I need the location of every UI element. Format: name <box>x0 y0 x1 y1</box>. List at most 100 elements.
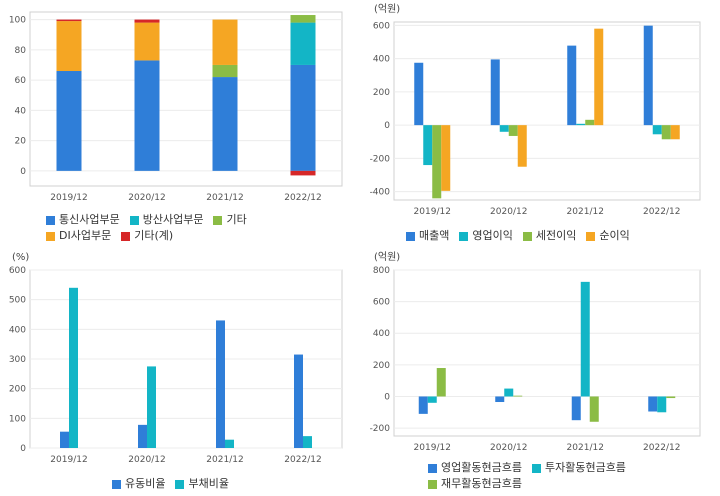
legend-label: 통신사업부문 <box>59 213 120 226</box>
bar <box>56 71 82 171</box>
legend-swatch <box>459 231 469 241</box>
legend-row: 유동비율 부채비율 <box>112 476 239 492</box>
x-tick-label: 2020/12 <box>128 455 165 465</box>
legend-swatch <box>428 479 437 489</box>
unit-label: (%) <box>12 252 29 263</box>
legend-swatch <box>121 231 131 241</box>
legend-label: 영업활동현금흐름 <box>441 461 522 474</box>
y-tick-label: 0 <box>384 392 390 402</box>
bar <box>290 64 316 171</box>
y-tick-label: 200 <box>373 88 390 98</box>
legend-item: 순이익 <box>586 228 630 244</box>
legend-item: 부채비율 <box>175 476 229 492</box>
bar <box>69 287 78 448</box>
y-tick-label: 800 <box>373 266 390 276</box>
plot-area <box>29 11 343 187</box>
bar <box>589 396 599 422</box>
bar <box>303 436 312 448</box>
bar <box>643 25 653 126</box>
x-tick-label: 2020/12 <box>128 193 165 203</box>
x-tick-label: 2021/12 <box>206 193 243 203</box>
legend-item: 방산사업부문 <box>129 212 204 228</box>
chart-revenue-composition: 0 20 40 60 80 100 2019/12 2020/12 2021/12 2022/12 <box>9 11 343 203</box>
bar <box>414 62 424 126</box>
bar <box>499 125 509 132</box>
legend-label: 재무활동현금흐름 <box>441 477 522 490</box>
bar <box>56 19 82 22</box>
y-tick-label: -200 <box>370 424 391 434</box>
bar <box>508 125 518 136</box>
chart-ratios: 0 100 200 300 400 500 600 2019/12 2020/12 2021/12… <box>9 252 343 465</box>
bar <box>513 395 523 397</box>
bar <box>212 64 238 78</box>
legend-item: 기타(계) <box>121 228 173 244</box>
chart-panel-income: -400 -200 0 200 400 600 2019/12 2020/12 2021/12 2… <box>360 0 720 248</box>
bar <box>567 45 577 126</box>
y-tick-label: 300 <box>9 355 26 365</box>
bar <box>495 396 505 403</box>
chart-panel-ratios: 0 100 200 300 400 500 600 2019/12 2020/12 2021/12… <box>0 248 360 496</box>
bar <box>423 125 433 166</box>
legend-item: 투자활동현금흐름 <box>531 460 626 476</box>
legend-label: 방산사업부문 <box>142 213 204 226</box>
bar <box>147 366 156 448</box>
legend-revenue-composition: 통신사업부문 방산사업부문 기타 DI사업부문 기타(계) <box>46 212 257 244</box>
legend-swatch <box>112 479 121 489</box>
bar <box>517 125 527 167</box>
y-tick-label: 500 <box>9 296 26 306</box>
y-tick-label: 600 <box>373 21 390 31</box>
bar <box>432 125 442 199</box>
y-tick-label: 0 <box>20 167 26 177</box>
legend-item: 기타 <box>213 212 247 228</box>
legend-swatch <box>522 231 532 241</box>
bar <box>652 125 662 135</box>
legend-swatch <box>531 463 541 473</box>
legend-row: 매출액 영업이익 세전이익 순이익 <box>406 228 640 244</box>
bar <box>571 396 581 421</box>
bar <box>441 125 451 191</box>
bar <box>670 125 680 140</box>
bar <box>216 320 225 448</box>
legend-label: 투자활동현금흐름 <box>544 461 626 474</box>
bar <box>657 396 667 413</box>
legend-item: 영업활동현금흐름 <box>428 460 522 476</box>
bar <box>504 388 514 397</box>
x-tick-label: 2021/12 <box>567 443 604 453</box>
bar <box>212 19 238 65</box>
legend-row: 통신사업부문 방산사업부문 기타 <box>46 212 257 228</box>
legend-income: 매출액 영업이익 세전이익 순이익 <box>406 228 640 244</box>
chart-panel-revenue-composition: 0 20 40 60 80 100 2019/12 2020/12 2021/12 2022/12… <box>0 0 360 248</box>
legend-swatch <box>406 231 415 241</box>
bar <box>134 22 160 61</box>
bar <box>490 59 500 126</box>
y-tick-label: 200 <box>373 361 390 371</box>
bar <box>290 170 316 176</box>
x-tick-label: 2022/12 <box>643 207 680 217</box>
legend-ratios: 유동비율 부채비율 <box>112 476 239 492</box>
bar <box>648 396 658 412</box>
bar <box>585 119 595 126</box>
bar <box>666 396 676 399</box>
legend-swatch <box>46 215 55 225</box>
legend-label: 유동비율 <box>125 477 166 490</box>
y-tick-label: 0 <box>384 121 390 131</box>
x-tick-label: 2019/12 <box>50 455 87 465</box>
y-tick-label: 400 <box>373 329 390 339</box>
bar <box>225 439 234 448</box>
bar <box>294 354 303 448</box>
legend-item: 영업이익 <box>459 228 513 244</box>
bar <box>290 15 316 23</box>
bar <box>138 424 147 448</box>
legend-swatch <box>586 231 596 241</box>
unit-label: (억원) <box>374 251 400 263</box>
y-tick-label: 80 <box>15 46 27 56</box>
x-tick-label: 2019/12 <box>414 207 451 217</box>
bar <box>661 125 671 140</box>
x-tick-label: 2022/12 <box>284 455 321 465</box>
chart-income: -400 -200 0 200 400 600 2019/12 2020/12 2021/12 2… <box>370 3 701 217</box>
legend-item: 매출액 <box>406 228 449 244</box>
y-tick-label: -400 <box>370 188 391 198</box>
y-tick-label: 100 <box>9 16 26 26</box>
legend-label: 매출액 <box>419 229 450 242</box>
x-tick-label: 2021/12 <box>567 207 604 217</box>
